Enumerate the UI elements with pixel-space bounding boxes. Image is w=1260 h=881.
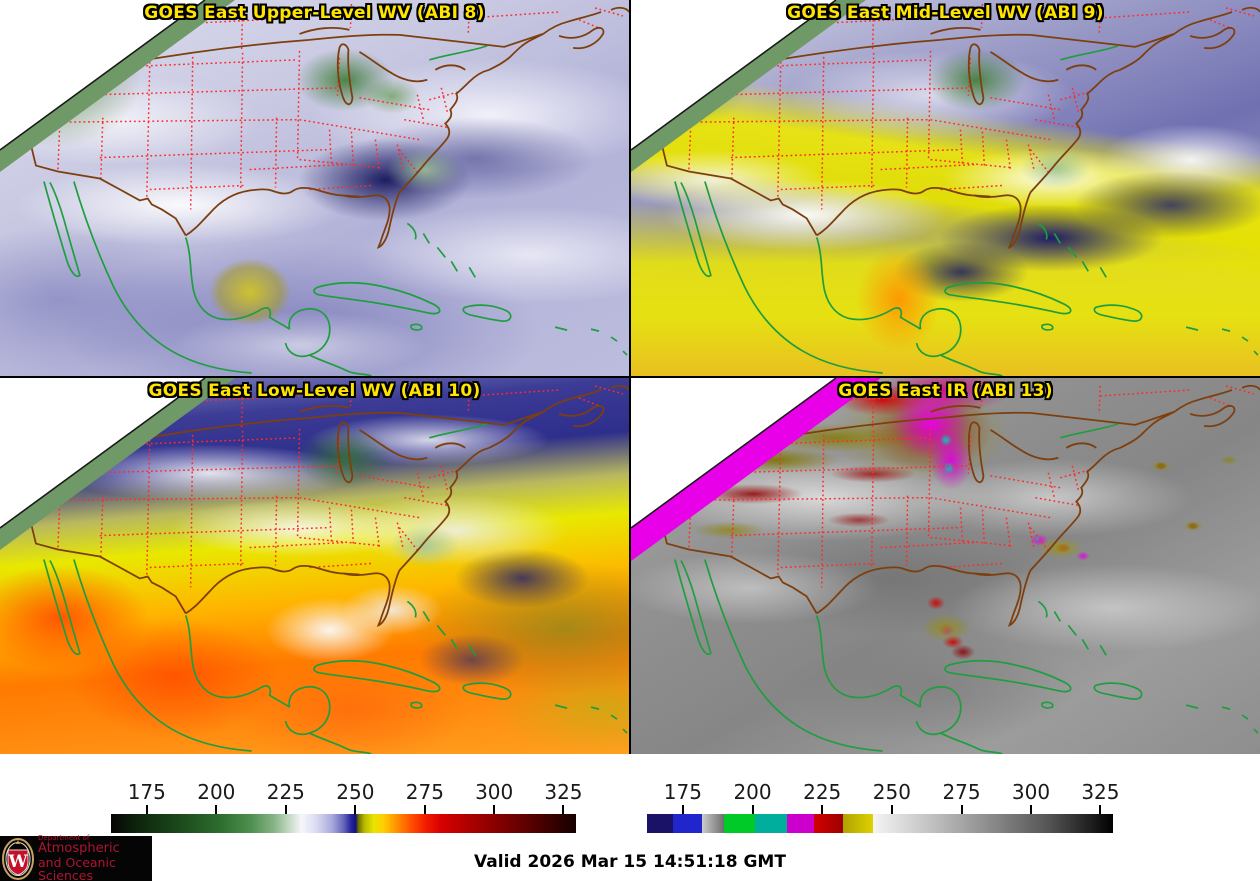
panel-ir: GOES East IR (ABI 13) — [631, 378, 1260, 754]
tick-mark — [284, 805, 287, 814]
tick-mark — [1029, 805, 1032, 814]
footer: 175 200 225 250 275 300 325 175 200 225 … — [0, 754, 1260, 881]
logo-line-2: Atmospheric — [38, 841, 120, 857]
wv-tick-label: 325 — [544, 780, 583, 804]
wv-tick-label: 200 — [197, 780, 236, 804]
ir-colorbar: 175 200 225 250 275 300 325 — [647, 754, 1120, 840]
ir-tick-label: 175 — [663, 780, 702, 804]
earth-limb — [631, 378, 837, 529]
tick-mark — [1099, 805, 1102, 814]
logo-text: Department of Atmospheric and Oceanic Sc… — [38, 833, 152, 881]
ir-colorbar-gradient — [647, 814, 1113, 833]
svg-text:W: W — [7, 852, 28, 872]
uw-crest-icon: W — [2, 837, 34, 880]
tick-mark — [821, 805, 824, 814]
logo-line-1: Department of — [38, 833, 90, 842]
tick-mark — [681, 805, 684, 814]
ir-tick-label: 225 — [803, 780, 842, 804]
wv-tick-label: 300 — [475, 780, 514, 804]
wv-tick-label: 175 — [127, 780, 166, 804]
ir-tick-label: 200 — [733, 780, 772, 804]
tick-mark — [354, 805, 357, 814]
tick-mark — [751, 805, 754, 814]
tick-mark — [493, 805, 496, 814]
earth-limb — [631, 0, 837, 151]
valid-time-label: Valid 2026 Mar 15 14:51:18 GMT — [474, 852, 786, 872]
panel-title: GOES East Low-Level WV (ABI 10) — [148, 381, 481, 401]
panel-title: GOES East Mid-Level WV (ABI 9) — [787, 3, 1104, 23]
logo-line-3: and Oceanic Sciences — [38, 854, 116, 881]
tick-mark — [960, 805, 963, 814]
tick-mark — [562, 805, 565, 814]
wv-colorbar: 175 200 225 250 275 300 325 — [111, 754, 583, 840]
ir-tick-label: 250 — [872, 780, 911, 804]
panel-title: GOES East Upper-Level WV (ABI 8) — [144, 3, 485, 23]
panel-grid: GOES East Upper-Level WV (ABI 8) GOES Ea… — [0, 0, 1260, 754]
tick-mark — [145, 805, 148, 814]
wv-tick-label: 275 — [405, 780, 444, 804]
tick-mark — [215, 805, 218, 814]
panel-low-level-wv: GOES East Low-Level WV (ABI 10) — [0, 378, 629, 754]
ir-tick-label: 275 — [942, 780, 981, 804]
panel-title: GOES East IR (ABI 13) — [838, 381, 1053, 401]
panel-mid-level-wv: GOES East Mid-Level WV (ABI 9) — [631, 0, 1260, 376]
ir-tick-label: 325 — [1081, 780, 1120, 804]
tick-mark — [890, 805, 893, 814]
wv-tick-label: 225 — [266, 780, 305, 804]
panel-upper-level-wv: GOES East Upper-Level WV (ABI 8) — [0, 0, 629, 376]
tick-mark — [423, 805, 426, 814]
wv-colorbar-gradient — [111, 814, 576, 833]
wv-tick-label: 250 — [336, 780, 375, 804]
earth-limb — [0, 0, 206, 151]
earth-limb — [0, 378, 206, 529]
aos-department-logo: W Department of Atmospheric and Oceanic … — [0, 833, 152, 881]
ir-tick-label: 300 — [1011, 780, 1051, 804]
